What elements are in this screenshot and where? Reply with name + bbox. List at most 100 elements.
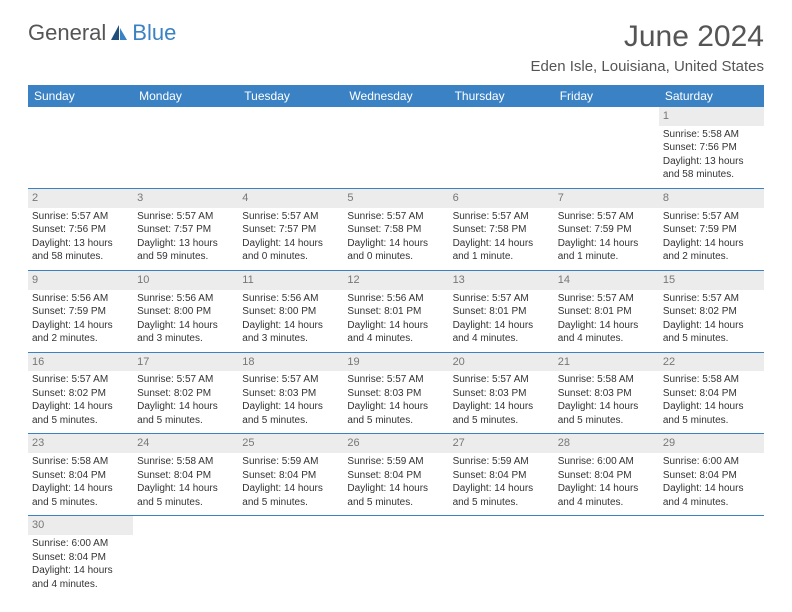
day-cell: Sunrise: 5:57 AMSunset: 7:57 PMDaylight:…	[238, 208, 343, 271]
day-cell	[554, 126, 659, 189]
daynum-row: 23242526272829	[28, 434, 764, 453]
day-cell: Sunrise: 5:57 AMSunset: 8:03 PMDaylight:…	[238, 371, 343, 434]
detail-row: Sunrise: 5:57 AMSunset: 8:02 PMDaylight:…	[28, 371, 764, 434]
day-cell: Sunrise: 5:58 AMSunset: 8:04 PMDaylight:…	[133, 453, 238, 516]
day-number	[449, 107, 554, 126]
day-number	[554, 107, 659, 126]
day-cell	[449, 535, 554, 597]
day-cell: Sunrise: 5:57 AMSunset: 8:02 PMDaylight:…	[133, 371, 238, 434]
day-number: 16	[28, 352, 133, 371]
day-number: 13	[449, 270, 554, 289]
location: Eden Isle, Louisiana, United States	[531, 58, 764, 75]
day-number: 7	[554, 188, 659, 207]
day-number: 21	[554, 352, 659, 371]
day-number	[28, 107, 133, 126]
day-cell: Sunrise: 5:56 AMSunset: 8:01 PMDaylight:…	[343, 290, 448, 353]
day-number	[659, 516, 764, 535]
day-number	[554, 516, 659, 535]
day-number	[238, 107, 343, 126]
sail-icon	[108, 23, 130, 43]
day-number: 24	[133, 434, 238, 453]
day-cell: Sunrise: 5:57 AMSunset: 7:56 PMDaylight:…	[28, 208, 133, 271]
day-cell	[133, 535, 238, 597]
day-number	[449, 516, 554, 535]
day-number: 30	[28, 516, 133, 535]
weekday-header: Sunday	[28, 85, 133, 107]
day-cell: Sunrise: 5:57 AMSunset: 7:58 PMDaylight:…	[343, 208, 448, 271]
detail-row: Sunrise: 6:00 AMSunset: 8:04 PMDaylight:…	[28, 535, 764, 597]
weekday-header: Friday	[554, 85, 659, 107]
weekday-header: Wednesday	[343, 85, 448, 107]
day-number	[343, 516, 448, 535]
day-number: 11	[238, 270, 343, 289]
day-number: 6	[449, 188, 554, 207]
day-cell	[238, 535, 343, 597]
calendar-table: SundayMondayTuesdayWednesdayThursdayFrid…	[28, 85, 764, 597]
day-number: 20	[449, 352, 554, 371]
day-number: 2	[28, 188, 133, 207]
day-cell	[133, 126, 238, 189]
day-cell: Sunrise: 5:57 AMSunset: 7:59 PMDaylight:…	[659, 208, 764, 271]
day-number	[343, 107, 448, 126]
day-number: 28	[554, 434, 659, 453]
daynum-row: 9101112131415	[28, 270, 764, 289]
day-number: 23	[28, 434, 133, 453]
day-number: 12	[343, 270, 448, 289]
day-number	[133, 107, 238, 126]
day-number: 25	[238, 434, 343, 453]
day-number: 4	[238, 188, 343, 207]
day-cell: Sunrise: 5:59 AMSunset: 8:04 PMDaylight:…	[343, 453, 448, 516]
day-number: 19	[343, 352, 448, 371]
day-cell: Sunrise: 5:58 AMSunset: 8:03 PMDaylight:…	[554, 371, 659, 434]
header: General Blue June 2024 Eden Isle, Louisi…	[28, 20, 764, 75]
daynum-row: 2345678	[28, 188, 764, 207]
day-cell	[449, 126, 554, 189]
day-cell: Sunrise: 5:56 AMSunset: 7:59 PMDaylight:…	[28, 290, 133, 353]
detail-row: Sunrise: 5:58 AMSunset: 8:04 PMDaylight:…	[28, 453, 764, 516]
day-cell: Sunrise: 5:57 AMSunset: 7:58 PMDaylight:…	[449, 208, 554, 271]
day-cell: Sunrise: 5:57 AMSunset: 8:01 PMDaylight:…	[449, 290, 554, 353]
day-cell: Sunrise: 6:00 AMSunset: 8:04 PMDaylight:…	[554, 453, 659, 516]
weekday-header-row: SundayMondayTuesdayWednesdayThursdayFrid…	[28, 85, 764, 107]
day-number: 17	[133, 352, 238, 371]
daynum-row: 1	[28, 107, 764, 126]
day-cell	[554, 535, 659, 597]
day-number: 5	[343, 188, 448, 207]
day-number: 14	[554, 270, 659, 289]
day-number: 18	[238, 352, 343, 371]
detail-row: Sunrise: 5:58 AMSunset: 7:56 PMDaylight:…	[28, 126, 764, 189]
day-number: 26	[343, 434, 448, 453]
day-number	[133, 516, 238, 535]
day-cell	[238, 126, 343, 189]
day-cell: Sunrise: 5:57 AMSunset: 8:02 PMDaylight:…	[28, 371, 133, 434]
month-title: June 2024	[531, 20, 764, 54]
day-number: 22	[659, 352, 764, 371]
day-cell	[659, 535, 764, 597]
day-cell: Sunrise: 5:57 AMSunset: 7:59 PMDaylight:…	[554, 208, 659, 271]
brand-logo: General Blue	[28, 20, 176, 46]
detail-row: Sunrise: 5:57 AMSunset: 7:56 PMDaylight:…	[28, 208, 764, 271]
day-cell: Sunrise: 6:00 AMSunset: 8:04 PMDaylight:…	[659, 453, 764, 516]
day-number: 1	[659, 107, 764, 126]
day-number: 8	[659, 188, 764, 207]
day-number: 9	[28, 270, 133, 289]
day-number: 10	[133, 270, 238, 289]
weekday-header: Saturday	[659, 85, 764, 107]
day-number: 3	[133, 188, 238, 207]
day-cell: Sunrise: 5:58 AMSunset: 7:56 PMDaylight:…	[659, 126, 764, 189]
day-cell: Sunrise: 5:56 AMSunset: 8:00 PMDaylight:…	[238, 290, 343, 353]
brand-part2: Blue	[132, 20, 176, 46]
day-cell: Sunrise: 5:56 AMSunset: 8:00 PMDaylight:…	[133, 290, 238, 353]
weekday-header: Monday	[133, 85, 238, 107]
daynum-row: 16171819202122	[28, 352, 764, 371]
day-cell: Sunrise: 5:57 AMSunset: 8:01 PMDaylight:…	[554, 290, 659, 353]
detail-row: Sunrise: 5:56 AMSunset: 7:59 PMDaylight:…	[28, 290, 764, 353]
day-number: 27	[449, 434, 554, 453]
day-number: 15	[659, 270, 764, 289]
day-number: 29	[659, 434, 764, 453]
day-cell: Sunrise: 5:57 AMSunset: 8:03 PMDaylight:…	[343, 371, 448, 434]
day-cell: Sunrise: 5:58 AMSunset: 8:04 PMDaylight:…	[659, 371, 764, 434]
day-cell	[343, 126, 448, 189]
title-block: June 2024 Eden Isle, Louisiana, United S…	[531, 20, 764, 75]
weekday-header: Thursday	[449, 85, 554, 107]
